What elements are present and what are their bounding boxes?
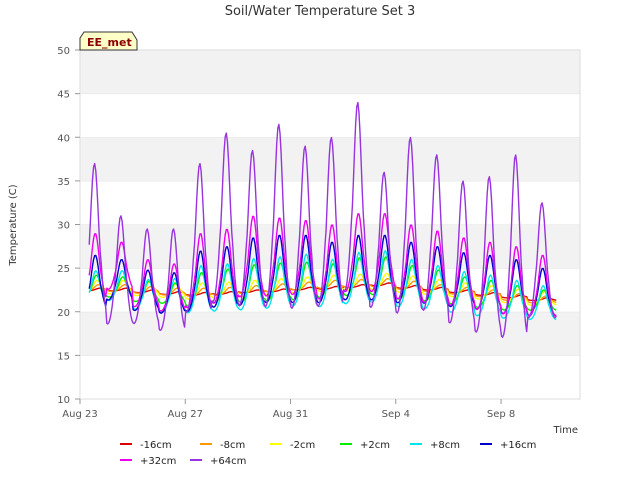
legend-label: -2cm (290, 440, 315, 451)
series-lines (88, 101, 557, 338)
chart-title: Soil/Water Temperature Set 3 (225, 4, 416, 19)
grid-band (80, 180, 580, 225)
grid-bands (80, 49, 580, 399)
station-badge-box (79, 31, 138, 51)
y-tick-label: 35 (57, 177, 70, 188)
legend-label: -16cm (140, 440, 172, 451)
y-tick-label: 40 (57, 133, 70, 144)
y-axis-ticks: 10 15 20 25 30 35 40 45 50 (57, 46, 80, 406)
x-axis-ticks: Aug 23 Aug 27 Aug 31 Sep 4 Sep 8 (62, 399, 515, 420)
legend-label: +2cm (360, 440, 390, 451)
grid-band (80, 50, 580, 94)
y-tick-label: 30 (57, 221, 70, 232)
x-tick-label: Aug 31 (273, 409, 308, 420)
grid-band (80, 93, 580, 138)
y-tick-label: 20 (57, 308, 70, 319)
y-tick-label: 25 (57, 264, 70, 275)
legend-label: +16cm (500, 440, 536, 451)
station-badge-label: EE_met (87, 36, 132, 49)
x-axis-title: Time (553, 425, 578, 436)
y-tick-label: 10 (57, 395, 70, 406)
station-badge: EE_met (79, 31, 138, 51)
series-line-+64cm (88, 101, 557, 338)
legend: -16cm -8cm -2cm +2cm +8cm +16cm +32cm +64cm (120, 440, 536, 467)
x-tick-label: Sep 8 (487, 409, 515, 420)
x-tick-label: Sep 4 (382, 409, 410, 420)
series-line-+8cm (88, 249, 557, 321)
y-tick-label: 50 (57, 46, 70, 57)
legend-label: +32cm (140, 456, 176, 467)
y-tick-label: 15 (57, 351, 70, 362)
grid-band (80, 355, 580, 399)
legend-label: +64cm (210, 456, 246, 467)
x-tick-label: Aug 27 (168, 409, 203, 420)
y-axis-title: Temperature (C) (8, 184, 19, 266)
y-tick-label: 45 (57, 90, 70, 101)
legend-label: -8cm (220, 440, 245, 451)
x-tick-label: Aug 23 (62, 409, 97, 420)
plot-area (79, 49, 581, 400)
legend-label: +8cm (430, 440, 460, 451)
